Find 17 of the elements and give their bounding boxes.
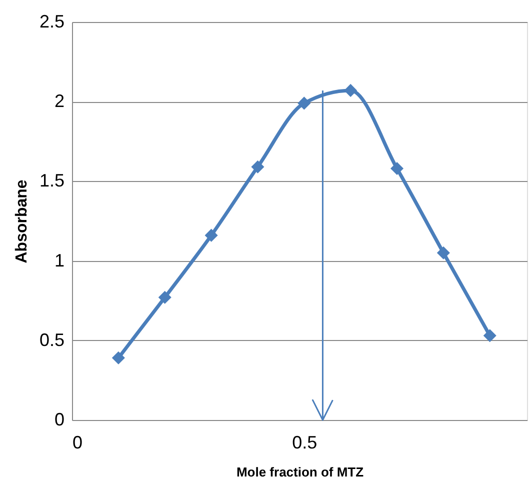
point (158, 290, 172, 304)
y-tick-label: 1.5 (39, 170, 64, 191)
point (298, 96, 311, 110)
y-tick-label: 2.5 (39, 12, 64, 32)
y-tick-label: 0 (54, 410, 64, 430)
point (204, 228, 218, 242)
y-tick-label: 1 (54, 250, 64, 270)
y-tick-label: 0.5 (39, 330, 64, 350)
point (112, 351, 125, 364)
point (344, 84, 358, 97)
point (436, 246, 450, 260)
y-axis-title: Absorbane (13, 180, 30, 264)
point (483, 329, 496, 342)
x-axis-title: Mole fraction of MTZ (236, 464, 364, 480)
point (390, 162, 404, 175)
y-tick-label: 2 (54, 91, 64, 112)
point (251, 160, 264, 174)
